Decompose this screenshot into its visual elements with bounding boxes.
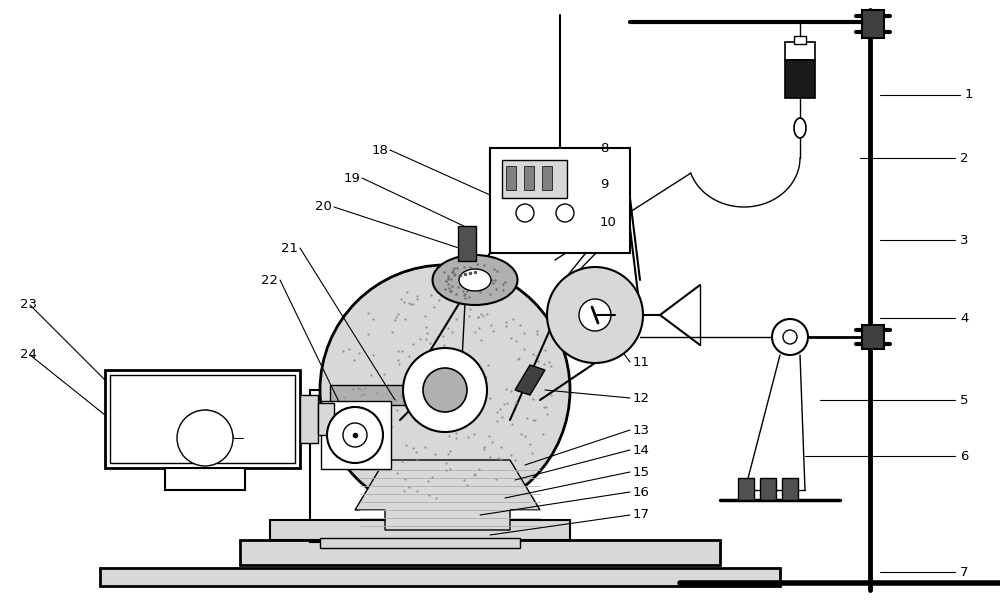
Ellipse shape [432,255,518,305]
Bar [110,375,295,463]
Text: 5: 5 [960,393,968,406]
Text: 20: 20 [315,201,332,213]
Text: 15: 15 [633,466,650,478]
Circle shape [516,204,534,222]
Bar [310,390,400,542]
Text: 13: 13 [633,423,650,437]
Bar [321,401,391,469]
Polygon shape [355,460,540,530]
Bar [490,148,630,253]
Text: 2: 2 [960,152,968,164]
Bar [862,10,884,38]
Bar [165,468,245,490]
Bar [270,520,570,540]
Text: 18: 18 [371,144,388,156]
Bar [240,540,720,565]
Ellipse shape [459,269,491,291]
Circle shape [579,299,611,331]
Circle shape [177,410,233,466]
Bar [524,166,534,190]
Text: 6: 6 [960,449,968,463]
Text: 7: 7 [960,565,968,579]
Circle shape [772,319,808,355]
Text: 23: 23 [20,298,37,312]
Circle shape [327,407,383,463]
Bar [458,226,476,261]
Text: 14: 14 [633,443,650,457]
Bar [862,325,884,349]
Bar [738,478,754,500]
Bar [760,478,776,500]
Bar [785,60,815,98]
Bar [105,370,300,468]
Text: 21: 21 [281,242,298,254]
Bar [318,403,334,435]
Ellipse shape [794,118,806,138]
Circle shape [320,265,570,515]
Text: 12: 12 [633,391,650,405]
Circle shape [423,368,467,412]
Bar [542,166,552,190]
Bar [785,42,815,60]
Text: 10: 10 [600,216,617,228]
Circle shape [556,204,574,222]
Text: 4: 4 [960,312,968,324]
Bar [330,385,430,541]
Bar [506,166,516,190]
Bar [330,385,430,405]
Circle shape [343,423,367,447]
Bar [100,568,780,586]
Bar [794,36,806,44]
Text: 24: 24 [20,349,37,362]
Text: 3: 3 [960,234,968,246]
Text: 19: 19 [343,172,360,184]
Circle shape [547,267,643,363]
Bar [502,160,567,198]
Text: 16: 16 [633,486,650,498]
Text: 1: 1 [965,89,974,101]
Text: 11: 11 [633,356,650,368]
Text: 9: 9 [600,179,608,191]
Bar [782,478,798,500]
Circle shape [783,330,797,344]
Text: 22: 22 [261,274,278,286]
Bar [300,395,318,443]
Text: 17: 17 [633,509,650,521]
Circle shape [403,348,487,432]
Polygon shape [515,365,545,395]
Bar [320,538,520,548]
Text: 8: 8 [600,141,608,155]
